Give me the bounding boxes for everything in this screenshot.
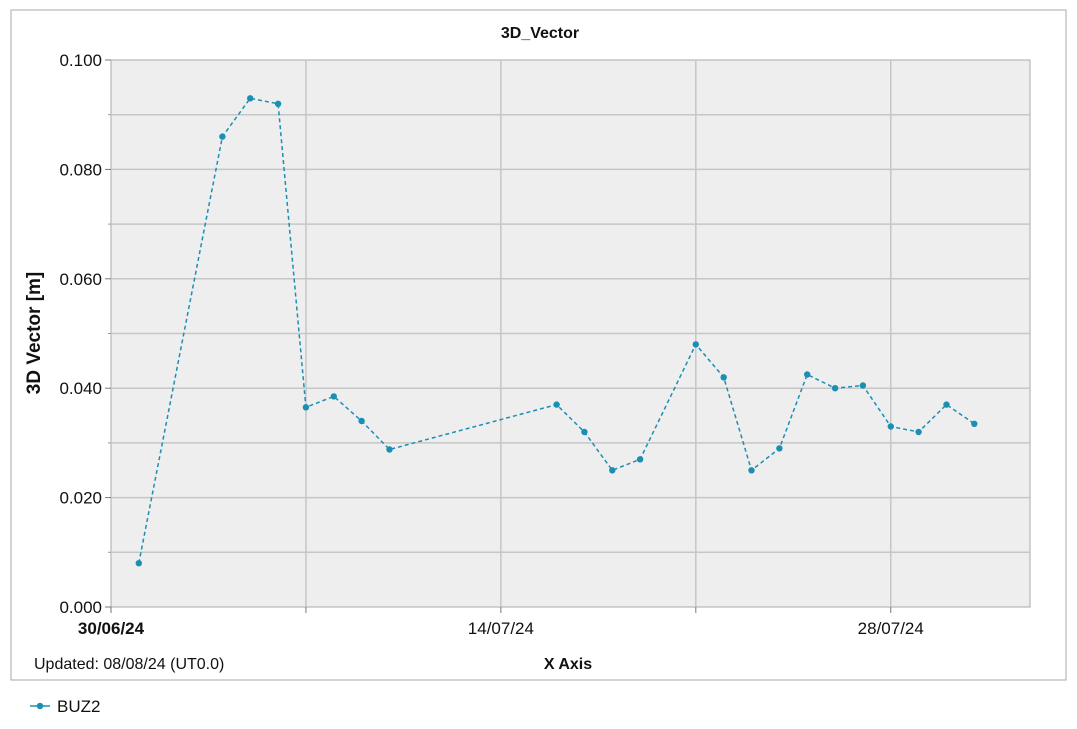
x-tick-label: 14/07/24 <box>468 619 534 638</box>
data-point <box>330 393 337 400</box>
data-point <box>859 382 867 389</box>
y-axis-label: 3D Vector [m] <box>24 272 45 394</box>
y-tick-label: 0.020 <box>59 489 102 508</box>
data-point <box>748 467 755 474</box>
data-point <box>135 560 142 567</box>
y-tick-label: 0.080 <box>59 160 102 179</box>
data-point <box>692 341 699 348</box>
data-point <box>971 420 978 427</box>
legend-marker <box>36 702 44 710</box>
data-point <box>776 445 783 452</box>
grid-lines <box>111 60 1030 607</box>
data-point <box>720 374 727 381</box>
data-point <box>274 100 282 108</box>
data-point <box>247 95 254 102</box>
series-layer <box>135 95 978 567</box>
data-point <box>358 417 365 425</box>
data-point <box>609 467 616 474</box>
x-tick-label: 30/06/24 <box>78 619 145 638</box>
x-tick-label: 28/07/24 <box>858 619 924 638</box>
data-point <box>887 423 894 430</box>
y-tick-label: 0.060 <box>59 270 102 289</box>
y-tick-label: 0.000 <box>59 598 102 617</box>
x-axis-label: X Axis <box>544 656 592 673</box>
data-point <box>386 446 393 453</box>
legend-label: BUZ2 <box>57 697 100 716</box>
chart-title: 3D_Vector <box>501 25 579 42</box>
data-point <box>581 428 588 436</box>
data-point <box>219 133 226 140</box>
y-tick-label: 0.100 <box>59 51 102 70</box>
legend: BUZ2 <box>30 697 100 716</box>
data-point <box>553 401 560 408</box>
data-point <box>943 401 950 408</box>
data-point <box>804 371 811 378</box>
updated-footnote: Updated: 08/08/24 (UT0.0) <box>34 656 224 673</box>
axes: 0.000 0.020 0.040 0.060 0.080 0.100 30/06/24 14… <box>59 51 923 638</box>
data-point <box>302 404 310 411</box>
data-point <box>636 456 644 463</box>
data-point <box>831 385 839 392</box>
y-tick-label: 0.040 <box>59 379 102 398</box>
data-point <box>915 428 922 436</box>
